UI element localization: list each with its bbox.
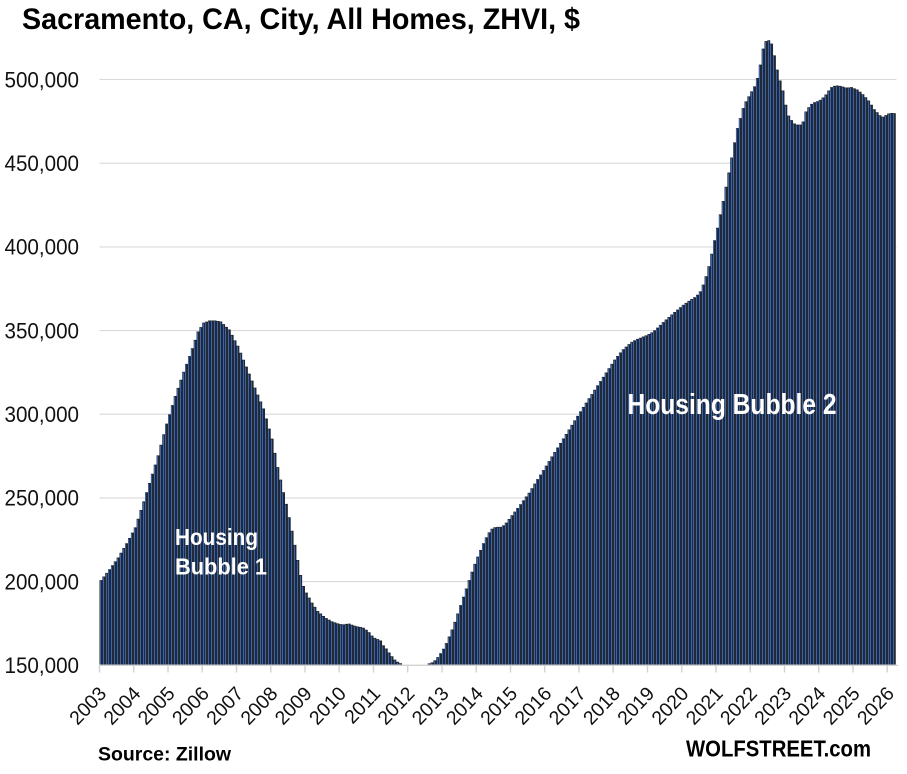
svg-text:Housing: Housing bbox=[175, 524, 258, 550]
svg-text:450,000: 450,000 bbox=[5, 151, 80, 176]
svg-text:Sacramento, CA, City, All Home: Sacramento, CA, City, All Homes, ZHVI, $ bbox=[22, 3, 580, 36]
svg-text:300,000: 300,000 bbox=[5, 402, 80, 427]
svg-text:WOLFSTREET.com: WOLFSTREET.com bbox=[686, 736, 871, 762]
svg-text:Housing Bubble 2: Housing Bubble 2 bbox=[628, 389, 837, 421]
svg-text:200,000: 200,000 bbox=[5, 569, 80, 594]
svg-text:350,000: 350,000 bbox=[5, 318, 80, 343]
svg-text:Source: Zillow: Source: Zillow bbox=[98, 744, 232, 766]
svg-text:500,000: 500,000 bbox=[5, 67, 80, 92]
svg-text:150,000: 150,000 bbox=[5, 653, 80, 678]
svg-text:400,000: 400,000 bbox=[5, 235, 80, 260]
svg-text:250,000: 250,000 bbox=[5, 486, 80, 511]
svg-text:Bubble 1: Bubble 1 bbox=[175, 554, 267, 580]
